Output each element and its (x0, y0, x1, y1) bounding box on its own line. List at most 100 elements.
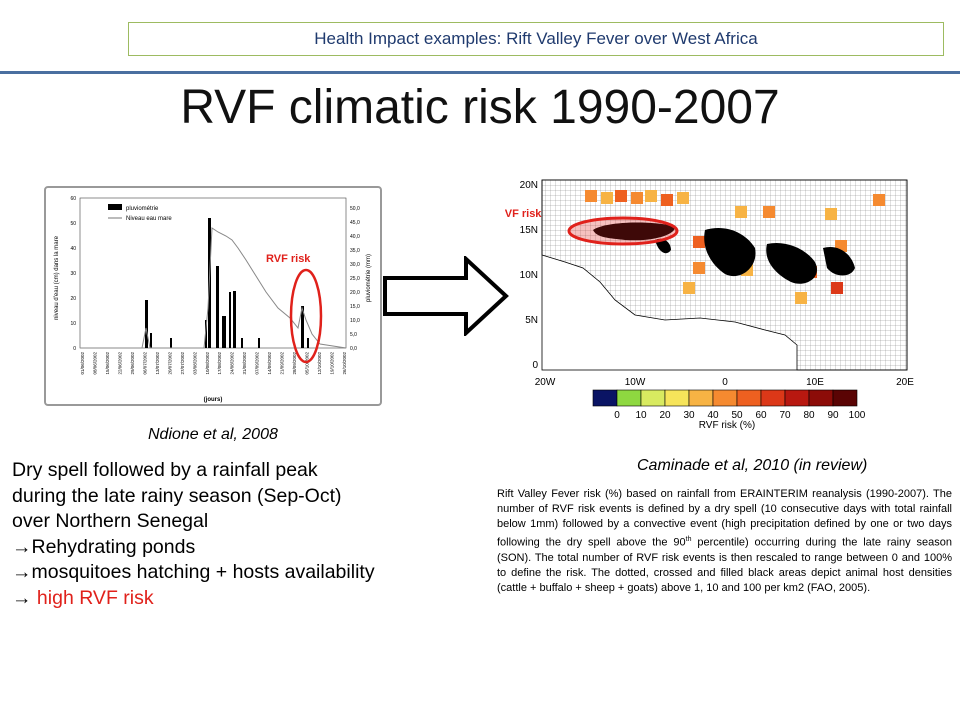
consequence-2-text: mosquitoes hatching + hosts availability (31, 561, 375, 583)
rainfall-bars (145, 218, 309, 348)
left-axis-tick-label: 50 (70, 221, 76, 227)
colorbar-swatch (712, 389, 738, 407)
right-axis-tick-label: 40,0 (350, 234, 360, 240)
right-axis-label: pluviométrie (mm) (366, 254, 372, 302)
right-axis-tick-label: 15,0 (350, 304, 360, 310)
colorbar-swatch (688, 389, 714, 407)
latitude-label: 5N (525, 315, 538, 326)
description-part-b: percentile) occurring during the late ra… (497, 536, 952, 594)
host-density-areas (593, 222, 855, 284)
bullet-line-2: during the late rainy season (Sep-Oct) (12, 484, 342, 507)
right-axis-tick-label: 20,0 (350, 290, 360, 296)
x-axis-tick-label: 26/10/2002 (342, 352, 347, 375)
right-arrow-icon (383, 256, 509, 336)
legend-rainfall: pluviométrie (126, 206, 159, 212)
x-axis-tick-label: 27/07/2002 (180, 352, 185, 375)
colorbar-swatch (616, 389, 642, 407)
x-axis-tick-label: 13/07/2002 (155, 352, 160, 375)
right-axis-tick-label: 35,0 (350, 248, 360, 254)
colorbar-swatch (664, 389, 690, 407)
left-axis-tick-label: 30 (70, 271, 76, 277)
slide-title: RVF climatic risk 1990-2007 (180, 81, 780, 134)
x-axis-label: (jours) (204, 397, 223, 403)
longitude-label: 20E (896, 377, 914, 388)
left-figure-caption: Ndione et al, 2008 (148, 426, 278, 443)
consequence-1-text: Rehydrating ponds (31, 535, 196, 558)
x-axis-tick-label: 24/08/2002 (230, 352, 235, 375)
rvf-highlight-ellipse-map (567, 216, 679, 246)
rvf-risk-label-left: RVF risk (266, 253, 311, 265)
colorbar-tick-label: 0 (614, 410, 620, 421)
latitude-label: 10N (520, 270, 538, 281)
colorbar-tick-label: 60 (755, 410, 767, 421)
latitude-label: 20N (520, 180, 538, 191)
x-axis-tick-label: 12/10/2002 (317, 352, 322, 375)
arrow-icon: → (12, 561, 32, 583)
header-box: Health Impact examples: Rift Valley Feve… (128, 22, 944, 56)
bullet-line-3: over Northern Senegal (12, 510, 209, 532)
left-axis-label: niveau d'eau (cm) dans la mare (54, 235, 60, 320)
description-part-a: Rift Valley Fever risk (%) based on rain… (497, 488, 952, 549)
x-axis-ticks: 01/06/2002 08/06/2002 15/06/2002 22/06/2002… (80, 352, 347, 375)
longitude-label: 0 (722, 377, 728, 388)
legend: pluviométrie Niveau eau mare (108, 204, 172, 222)
rvf-risk-label-map: RVF risk (505, 208, 542, 220)
latitude-label: 15N (520, 225, 538, 236)
colorbar-label: RVF risk (%) (699, 420, 755, 431)
colorbar-tick-label: 10 (635, 410, 647, 421)
left-axis-tick-label: 10 (70, 321, 76, 327)
consequence-2: →mosquitoes hatching + hosts availabilit… (12, 560, 482, 586)
x-axis-tick-label: 17/08/2002 (217, 352, 222, 375)
colorbar-swatch (736, 389, 762, 407)
colorbar-swatch (592, 389, 618, 407)
longitude-labels: 20W 10W 0 10E 20E (535, 377, 915, 388)
right-axis-tick-label: 30,0 (350, 262, 360, 268)
rvf-highlight-ellipse (289, 268, 323, 364)
longitude-label: 20W (535, 377, 556, 388)
colorbar-tick-label: 80 (803, 410, 815, 421)
header-text: Health Impact examples: Rift Valley Feve… (314, 29, 758, 48)
colorbar-swatch (832, 389, 858, 407)
colorbar-tick-label: 90 (827, 410, 839, 421)
colorbar-tick-label: 70 (779, 410, 791, 421)
left-axis-ticks: 0 10 20 30 40 50 60 (70, 196, 76, 352)
right-axis-tick-label: 50,0 (350, 206, 360, 212)
consequence-3: → high RVF risk (12, 586, 482, 612)
latitude-labels: 20N 15N 10N 5N 0 (520, 180, 539, 371)
right-axis-tick-label: 10,0 (350, 318, 360, 324)
bullet-text-block: Dry spell followed by a rainfall peak du… (12, 458, 482, 611)
right-axis-tick-label: 5,0 (350, 332, 357, 338)
colorbar-tick-label: 50 (731, 410, 743, 421)
x-axis-tick-label: 19/10/2002 (330, 352, 335, 375)
rainfall-pond-figure: 0 10 20 30 40 50 60 0,0 5,0 10,0 15,0 20,0 25,0 30,0… (44, 186, 382, 406)
colorbar-tick-label: 20 (659, 410, 671, 421)
legend-bar-swatch (108, 204, 122, 210)
map-caption: Caminade et al, 2010 (in review) (637, 457, 868, 474)
x-axis-tick-label: 08/06/2002 (92, 352, 97, 375)
x-axis-tick-label: 01/06/2002 (80, 352, 85, 375)
x-axis-tick-label: 29/06/2002 (130, 352, 135, 375)
x-axis-tick-label: 14/09/2002 (267, 352, 272, 375)
colorbar-swatch (760, 389, 786, 407)
right-axis-ticks: 0,0 5,0 10,0 15,0 20,0 25,0 30,0 35,0 40,0 45,0 50… (350, 206, 360, 352)
longitude-label: 10E (806, 377, 824, 388)
longitude-label: 10W (625, 377, 646, 388)
right-axis-tick-label: 25,0 (350, 276, 360, 282)
colorbar-tick-label: 40 (707, 410, 719, 421)
right-axis-tick-label: 0,0 (350, 346, 357, 352)
colorbar-tick-label: 30 (683, 410, 695, 421)
arrow-icon: → (12, 586, 32, 609)
colorbar-swatch (640, 389, 666, 407)
x-axis-tick-label: 06/07/2002 (142, 352, 147, 375)
colorbar-swatch (784, 389, 810, 407)
x-axis-tick-label: 07/09/2002 (255, 352, 260, 375)
x-axis-tick-label: 15/06/2002 (105, 352, 110, 375)
legend-water-level: Niveau eau mare (126, 216, 172, 222)
plot-frame (79, 197, 347, 349)
x-axis-tick-label: 22/06/2002 (117, 352, 122, 375)
rainfall-pond-chart: 0 10 20 30 40 50 60 0,0 5,0 10,0 15,0 20,0 25,0 30,0… (54, 196, 372, 403)
description-superscript: th (685, 536, 692, 543)
colorbar-swatch (808, 389, 834, 407)
left-axis-tick-label: 20 (70, 296, 76, 302)
bullet-line-1: Dry spell followed by a rainfall peak (12, 459, 318, 481)
